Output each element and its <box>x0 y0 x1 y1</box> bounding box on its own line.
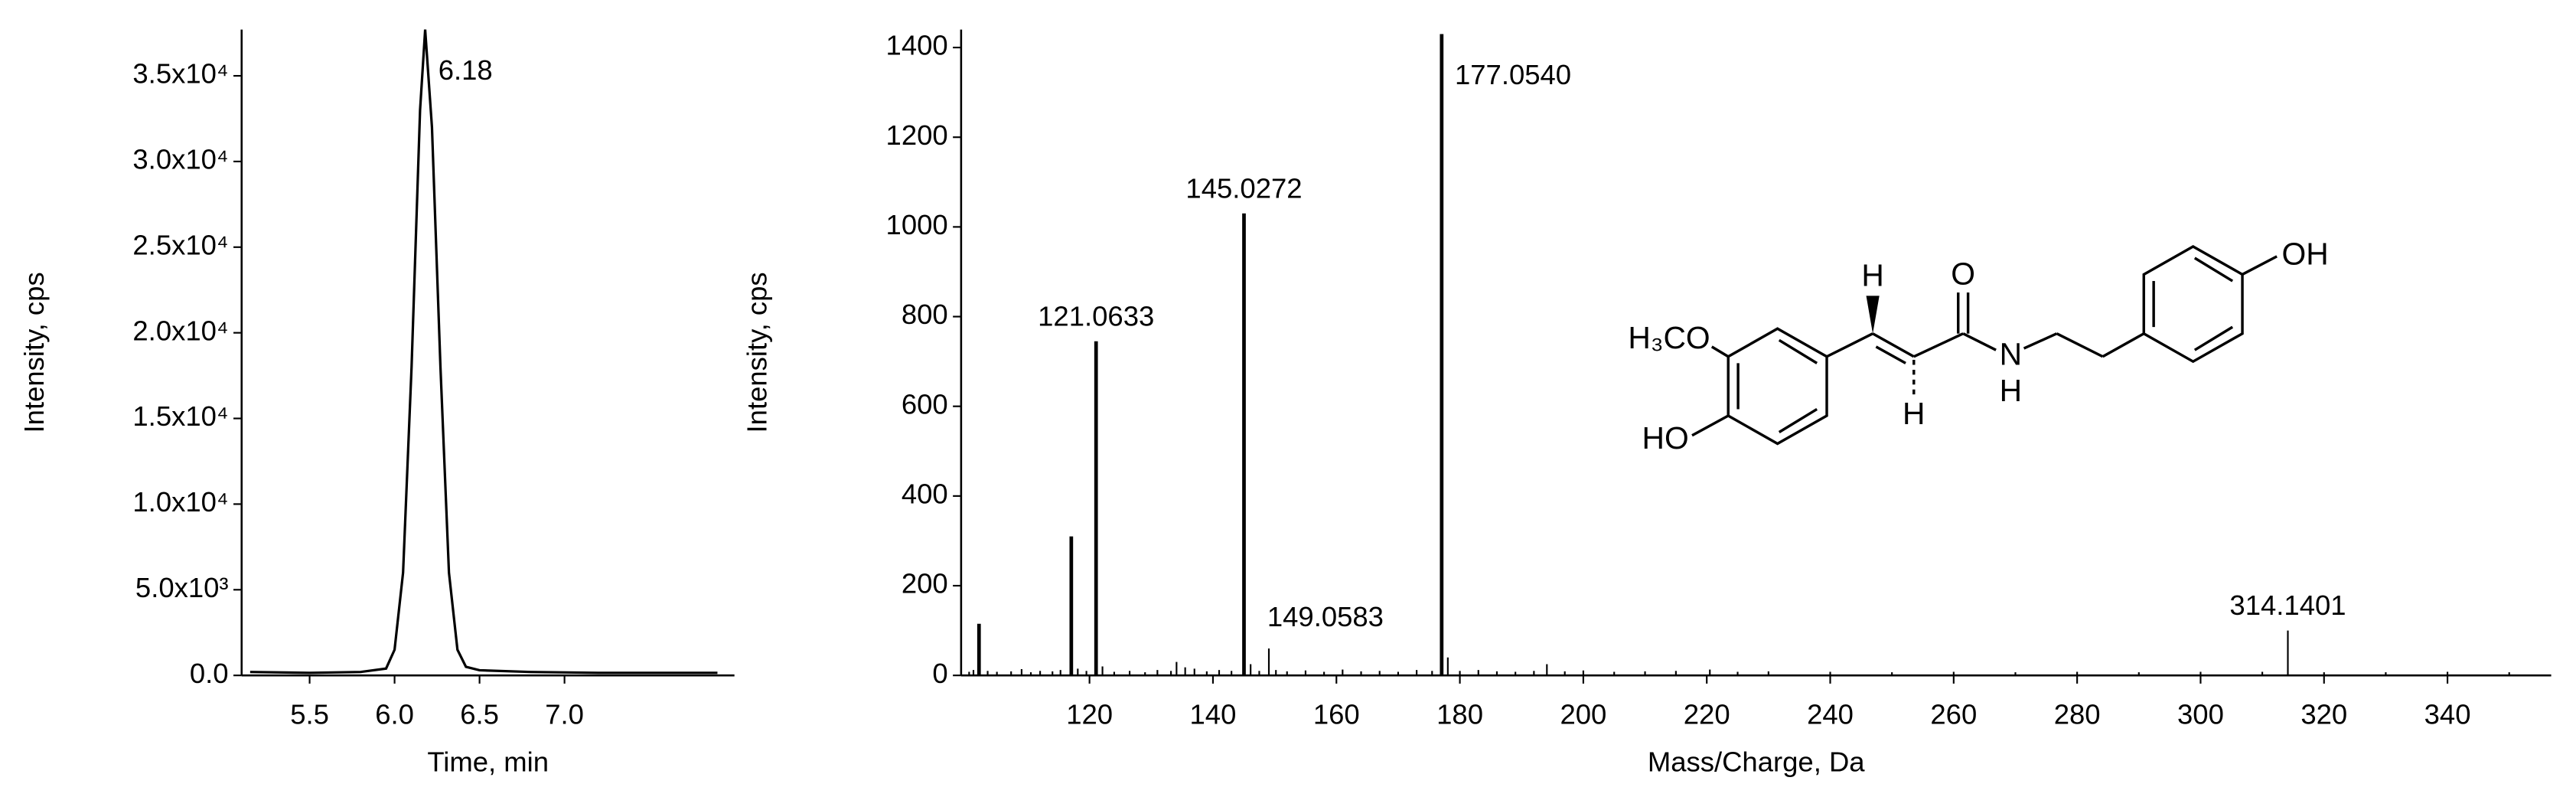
x-tick-label: 320 <box>2300 698 2347 730</box>
x-tick-label: 5.5 <box>290 698 329 730</box>
atom-label: HO <box>1642 420 1689 456</box>
bond <box>2242 255 2278 276</box>
atom-label: OH <box>2282 237 2329 272</box>
y-tick-label: 1200 <box>886 119 948 151</box>
x-tick-label: 300 <box>2177 698 2224 730</box>
peak-label: 314.1401 <box>2229 590 2346 621</box>
bond <box>1962 332 1997 351</box>
peak-label: 177.0540 <box>1455 59 1571 90</box>
x-tick-label: 7.0 <box>545 698 584 730</box>
chemical-structure: H₃CO HO H H O N H OH <box>1628 237 2328 456</box>
atom-label: H <box>1861 258 1883 293</box>
y-axis-title: Intensity, cps <box>742 272 773 433</box>
y-tick-label: 200 <box>902 568 948 599</box>
bond <box>1710 345 1730 358</box>
peak-label: 121.0633 <box>1038 300 1154 332</box>
bond <box>2193 325 2234 351</box>
x-tick-label: 6.0 <box>375 698 414 730</box>
bond <box>1778 338 1818 364</box>
benzene-ring <box>2142 244 2244 364</box>
x-axis-title: Mass/Charge, Da <box>1648 746 1865 778</box>
y-tick-label: 0 <box>932 658 947 689</box>
y-tick-label: 800 <box>902 299 948 330</box>
bond <box>1872 332 1915 358</box>
chromatogram-line <box>249 29 718 675</box>
atom-label: O <box>1951 256 1975 291</box>
x-tick-label: 220 <box>1684 698 1730 730</box>
bond <box>2023 332 2058 350</box>
y-tick-label: 3.0x10⁴ <box>132 144 228 175</box>
peak-label: 145.0272 <box>1185 172 1302 204</box>
bond <box>1913 332 1964 358</box>
bond <box>1778 407 1818 433</box>
chart-bar: 0 200 400 600 800 1000 1200 1400 120 140 160 180 200… <box>742 29 2552 778</box>
peak-label: 149.0583 <box>1267 601 1384 632</box>
atom-label: H <box>2000 373 2022 408</box>
bond <box>2193 256 2234 283</box>
x-tick-label: 160 <box>1313 698 1360 730</box>
bond <box>2102 332 2145 358</box>
y-tick-label: 2.0x10⁴ <box>132 315 228 346</box>
y-tick-label: 1400 <box>886 30 948 61</box>
y-tick-label: 1000 <box>886 209 948 240</box>
x-tick-label: 280 <box>2054 698 2101 730</box>
bond <box>1691 414 1730 437</box>
y-tick-label: 1.5x10⁴ <box>132 400 228 432</box>
y-tick-label: 3.5x10⁴ <box>132 58 228 90</box>
y-tick-label: 2.5x10⁴ <box>132 229 228 260</box>
y-tick-label: 600 <box>902 388 948 420</box>
y-tick-label: 1.0x10⁴ <box>132 486 228 518</box>
x-tick-label: 180 <box>1436 698 1483 730</box>
y-tick-label: 0.0 <box>190 658 229 689</box>
x-tick-label: 340 <box>2424 698 2471 730</box>
x-tick-label: 240 <box>1807 698 1854 730</box>
bond <box>1875 345 1906 364</box>
bond <box>1826 332 1873 358</box>
x-tick-label: 140 <box>1190 698 1237 730</box>
benzene-ring <box>1727 327 1828 446</box>
peak-label: 6.18 <box>439 54 493 86</box>
x-tick-label: 120 <box>1066 698 1113 730</box>
x-axis-title: Time, min <box>427 746 549 778</box>
atom-label: H <box>1903 396 1925 431</box>
x-tick-label: 200 <box>1560 698 1606 730</box>
x-tick-label: 6.5 <box>460 698 499 730</box>
y-axis-title: Intensity, cps <box>18 272 50 433</box>
chart-line: 0.0 5.0x10³ 1.0x10⁴ 1.5x10⁴ 2.0x10⁴ 2.5x10⁴ 3.… <box>18 29 735 778</box>
y-tick-label: 5.0x10³ <box>135 572 229 603</box>
x-tick-label: 260 <box>1930 698 1977 730</box>
atom-label: N <box>2000 337 2022 372</box>
wedge-bond <box>1866 296 1880 334</box>
y-tick-label: 400 <box>902 478 948 509</box>
bond <box>2056 332 2104 358</box>
atom-label: H₃CO <box>1628 320 1710 355</box>
